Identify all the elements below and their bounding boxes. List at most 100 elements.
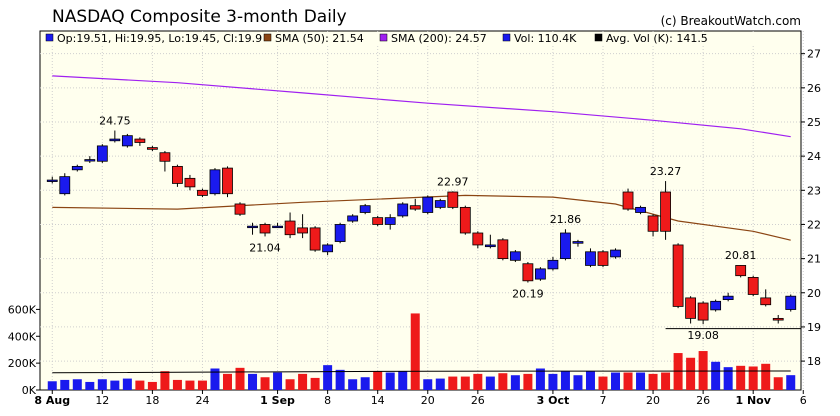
candle-body: [484, 244, 496, 248]
volume-bar: [147, 381, 157, 390]
legend-background: [41, 32, 761, 46]
volume-bar: [298, 373, 308, 390]
candle-body: [309, 227, 321, 251]
volume-bar: [498, 373, 508, 390]
vol-tick-label: 200K: [8, 357, 37, 370]
candle-body: [284, 220, 296, 236]
volume-bar: [85, 381, 95, 390]
chart-title: NASDAQ Composite 3-month Daily: [52, 7, 347, 27]
candle-body: [372, 217, 384, 225]
volume-bar: [310, 377, 320, 390]
x-tick-label: 14: [371, 394, 385, 407]
volume-bar: [585, 371, 595, 390]
candle-body: [560, 232, 571, 260]
volume-bar: [335, 369, 345, 390]
price-annotations: 24.75 21.04 22.97 20.19 21.86 23.27 19.08 20.81: [99, 115, 756, 343]
candle-body: [121, 135, 133, 147]
candle-body: [685, 297, 697, 319]
y-tick-label: 21: [807, 253, 821, 266]
candle-body: [509, 251, 521, 261]
sma50-line: [52, 194, 791, 241]
volume-bar: [135, 380, 145, 390]
candle-body: [497, 239, 509, 260]
volume-bar: [510, 375, 520, 390]
x-tick-label: 3 Oct: [537, 394, 570, 407]
volume-bar: [560, 371, 570, 390]
volume-bar: [210, 368, 220, 390]
volume-bar: [273, 372, 283, 390]
volume-bar: [661, 372, 671, 390]
volume-bar: [485, 376, 495, 390]
candle-body: [222, 167, 233, 195]
legend-swatch: [502, 33, 511, 42]
candle-body: [347, 215, 359, 222]
candle-body: [585, 251, 596, 266]
candle-body: [535, 268, 546, 280]
candle-body: [172, 165, 183, 184]
y-tick-label: 22: [807, 218, 821, 231]
volume-bar: [523, 373, 533, 390]
volume-bar: [435, 378, 445, 390]
volume-bar: [197, 380, 207, 390]
candle-body: [84, 159, 96, 162]
volume-bar: [110, 380, 120, 390]
volume-bar: [648, 373, 658, 390]
candle-body: [572, 241, 584, 244]
x-tick-label: 26: [471, 394, 485, 407]
candle-body: [422, 196, 434, 213]
volume-bar: [773, 377, 783, 390]
candle-body: [322, 244, 334, 253]
price-annotation: 20.19: [512, 288, 544, 301]
volume-bar: [711, 361, 721, 390]
x-tick-label: 6: [800, 394, 807, 407]
plot-area: [39, 30, 802, 391]
date-axis: 8 Aug 12 18 24 1 Sep 8 14 20 26 3 Oct 7 20 26 1 Nov 6: [34, 390, 807, 407]
price-annotation: 21.86: [550, 213, 582, 226]
volume-bar: [460, 376, 470, 390]
y-tick-label: 24: [807, 150, 821, 163]
y-tick-label: 23: [807, 184, 821, 197]
candle-body: [447, 191, 459, 208]
candle-body: [672, 244, 684, 307]
candle-body: [459, 206, 471, 234]
avg-volume-line: [52, 370, 791, 374]
volume-bar: [573, 375, 583, 390]
candle-body: [234, 203, 246, 215]
volume-bar: [736, 365, 746, 390]
sma200-line: [52, 75, 791, 138]
y-tick-label: 18: [807, 355, 821, 368]
volume-bar: [348, 379, 358, 390]
candle-body: [384, 217, 396, 225]
price-annotation: 20.81: [725, 249, 757, 262]
price-axis: 18 19 20 21 22 23 24 25 26 27: [801, 48, 821, 368]
legend-label: Vol: 110.4K: [514, 32, 577, 45]
volume-bar: [373, 371, 383, 390]
volume-bar: [636, 372, 646, 390]
candle-body: [735, 265, 747, 277]
vol-tick-label: 0K: [22, 384, 37, 397]
x-tick-label: 20: [421, 394, 435, 407]
volume-bar: [285, 379, 295, 390]
candle-body: [59, 176, 71, 195]
x-tick-label: 12: [95, 394, 109, 407]
candle-body: [134, 138, 146, 143]
volume-bar: [323, 365, 333, 390]
candle-body: [272, 225, 283, 229]
y-tick-label: 20: [807, 287, 821, 300]
volume-bar: [786, 375, 796, 390]
x-tick-label: 7: [599, 394, 606, 407]
y-tick-label: 19: [807, 321, 821, 334]
candle-body: [409, 205, 421, 210]
candle-body: [597, 251, 609, 266]
volume-bar: [185, 380, 195, 390]
legend-label: Avg. Vol (K): 141.5: [606, 32, 708, 45]
candle-body: [259, 224, 271, 234]
candle-body: [184, 177, 196, 188]
candle-body: [785, 295, 797, 310]
price-annotation: 21.04: [249, 241, 281, 254]
candlesticks: [46, 130, 797, 325]
candle-body: [334, 224, 346, 242]
volume-bar: [410, 313, 420, 390]
vol-tick-label: 400K: [8, 330, 37, 343]
